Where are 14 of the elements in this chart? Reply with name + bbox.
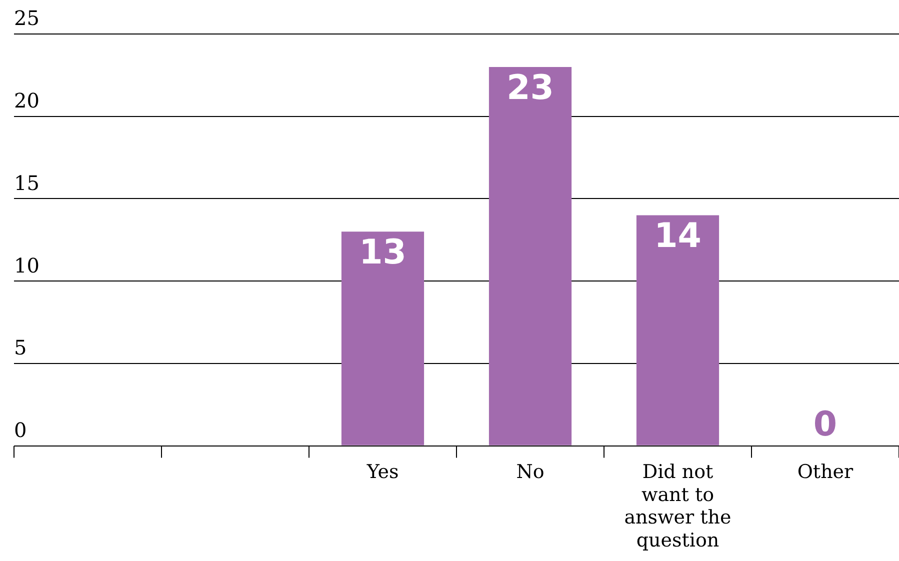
y-tick-label: 10: [14, 253, 40, 278]
x-tick-label: Did not want to answer the question: [624, 461, 732, 552]
data-label: 23: [506, 68, 554, 108]
y-tick-label: 25: [14, 6, 40, 30]
y-tick-label: 0: [14, 418, 27, 442]
x-tick-label: Other: [797, 461, 854, 484]
data-label: 13: [359, 232, 406, 272]
y-tick-label: 20: [14, 88, 40, 113]
data-label: 14: [654, 216, 702, 256]
data-label: 0: [813, 404, 838, 445]
y-tick-label: 5: [14, 336, 27, 360]
x-tick-label: Yes: [366, 461, 399, 484]
y-tick-label: 15: [14, 170, 40, 195]
x-tick-label: No: [516, 461, 544, 484]
